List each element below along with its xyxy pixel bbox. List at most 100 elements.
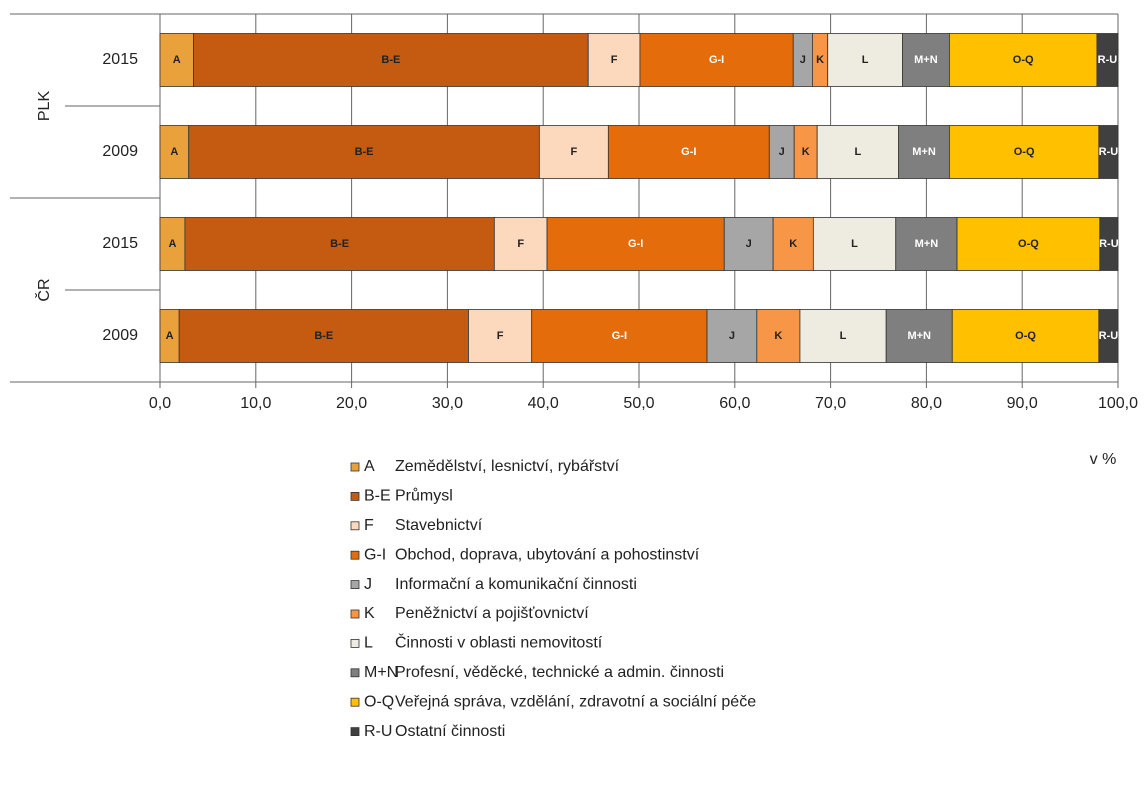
x-tick-label: 80,0 (911, 395, 942, 412)
legend-description: Obchod, doprava, ubytování a pohostinstv… (395, 546, 700, 563)
segment-label: O-Q (1015, 330, 1036, 342)
x-tick-label: 10,0 (240, 395, 271, 412)
x-tick-label: 100,0 (1098, 395, 1138, 412)
legend-swatch (350, 697, 360, 707)
y-tick-label: 2015 (102, 235, 138, 252)
segment-label: B-E (355, 146, 374, 158)
bar-segment (799, 309, 887, 363)
bar-segment (885, 309, 953, 363)
segment-label: G-I (709, 54, 724, 66)
legend-swatch (350, 609, 360, 619)
segment-label: F (611, 54, 618, 66)
legend-swatch (350, 727, 360, 736)
x-tick-label: 90,0 (1007, 395, 1038, 412)
legend-swatch (350, 491, 360, 501)
bar-segment (1098, 125, 1119, 179)
bar-segment (812, 217, 897, 271)
segment-label: J (779, 146, 785, 158)
y-tick-label: 2009 (102, 327, 138, 344)
segment-label: R-U (1098, 54, 1118, 66)
legend-swatch (350, 639, 360, 648)
bar-segment (902, 33, 950, 87)
x-tick-label: 0,0 (149, 395, 171, 412)
segment-label: A (170, 146, 178, 158)
legend-swatch (350, 580, 360, 589)
bar-segment (468, 309, 533, 363)
legend-description: Peněžnictví a pojišťovnictví (395, 605, 589, 622)
bar-segment (639, 33, 794, 87)
segment-label: K (774, 330, 782, 342)
bar-segment (756, 309, 801, 363)
group-label: ČR (34, 278, 53, 301)
x-tick-label: 70,0 (815, 395, 846, 412)
bar-segment (898, 125, 950, 179)
legend-code: A (364, 458, 375, 475)
legend-swatch (350, 521, 360, 531)
legend-code: O-Q (364, 693, 394, 710)
bar-segment (188, 125, 540, 179)
bar-segment (607, 125, 770, 179)
bar-segment (951, 309, 1100, 363)
segment-label: F (497, 330, 504, 342)
bar-segment (948, 33, 1098, 87)
bar-segment (706, 309, 758, 363)
segment-label: R-U (1099, 146, 1119, 158)
x-axis-unit: v % (1090, 451, 1117, 468)
segment-label: O-Q (1018, 238, 1039, 250)
segment-label: O-Q (1014, 146, 1035, 158)
legend-description: Veřejná správa, vzdělání, zdravotní a so… (395, 693, 756, 710)
segment-label: B-E (314, 330, 333, 342)
legend-swatch (350, 462, 360, 472)
segment-label: R-U (1099, 330, 1119, 342)
legend-code: G-I (364, 546, 386, 563)
segment-label: G-I (628, 238, 643, 250)
legend-code: B-E (364, 488, 391, 505)
bar-segment (768, 125, 795, 179)
segment-label: M+N (912, 146, 936, 158)
segment-label: L (851, 238, 858, 250)
legend-description: Stavebnictví (395, 517, 483, 534)
legend-code: F (364, 517, 374, 534)
segment-label: G-I (612, 330, 627, 342)
bar-segment (531, 309, 708, 363)
segment-label: J (729, 330, 735, 342)
legend-swatch (350, 550, 360, 560)
legend-code: J (364, 576, 372, 593)
bar-segment (193, 33, 589, 87)
segment-label: K (802, 146, 810, 158)
x-tick-label: 50,0 (623, 395, 654, 412)
bar-segment (956, 217, 1101, 271)
bar-segment (493, 217, 548, 271)
segment-label: O-Q (1013, 54, 1034, 66)
legend-description: Profesní, věděcké, technické a admin. či… (395, 664, 724, 681)
bar-segment (1096, 33, 1119, 87)
segment-label: F (517, 238, 524, 250)
legend-description: Činnosti v oblasti nemovitostí (395, 633, 603, 652)
segment-label: A (168, 238, 176, 250)
x-tick-label: 30,0 (432, 395, 463, 412)
bar-segment (723, 217, 774, 271)
segment-label: A (173, 54, 181, 66)
bar-segment (587, 33, 641, 87)
bar-segment (546, 217, 725, 271)
segment-label: G-I (681, 146, 696, 158)
legend-description: Informační a komunikační činnosti (395, 576, 637, 593)
segment-label: A (166, 330, 174, 342)
legend-code: M+N (364, 664, 398, 681)
segment-label: M+N (914, 54, 938, 66)
legend-code: R-U (364, 723, 392, 740)
bar-segment (159, 217, 186, 271)
legend-code: K (364, 605, 375, 622)
bar-segment (184, 217, 495, 271)
x-tick-label: 40,0 (528, 395, 559, 412)
legend-description: Ostatní činnosti (395, 723, 505, 740)
segment-label: J (746, 238, 752, 250)
group-label: PLK (36, 91, 53, 122)
bar-segment (895, 217, 958, 271)
segment-label: R-U (1099, 238, 1119, 250)
bar-segment (816, 125, 900, 179)
segment-label: K (789, 238, 797, 250)
segment-label: L (855, 146, 862, 158)
bar-segment (948, 125, 1100, 179)
